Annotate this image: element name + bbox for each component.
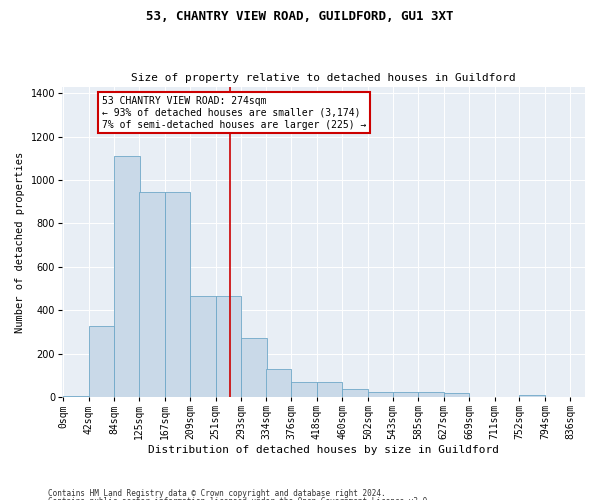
Bar xyxy=(89,326,114,397)
Bar xyxy=(190,296,215,397)
Bar xyxy=(317,382,343,397)
Bar xyxy=(139,192,164,397)
Bar xyxy=(215,296,241,397)
Bar xyxy=(292,382,317,397)
Bar xyxy=(114,156,140,397)
Bar xyxy=(64,396,89,397)
Bar xyxy=(266,369,292,397)
Bar xyxy=(443,393,469,397)
X-axis label: Distribution of detached houses by size in Guildford: Distribution of detached houses by size … xyxy=(148,445,499,455)
Bar xyxy=(343,388,368,397)
Bar xyxy=(393,392,418,397)
Y-axis label: Number of detached properties: Number of detached properties xyxy=(15,152,25,332)
Title: Size of property relative to detached houses in Guildford: Size of property relative to detached ho… xyxy=(131,73,516,83)
Text: Contains public sector information licensed under the Open Government Licence v3: Contains public sector information licen… xyxy=(48,497,432,500)
Bar xyxy=(368,392,394,397)
Bar xyxy=(520,395,545,397)
Bar xyxy=(164,192,190,397)
Text: 53, CHANTRY VIEW ROAD, GUILDFORD, GU1 3XT: 53, CHANTRY VIEW ROAD, GUILDFORD, GU1 3X… xyxy=(146,10,454,23)
Bar xyxy=(418,392,443,397)
Bar xyxy=(241,338,266,397)
Text: 53 CHANTRY VIEW ROAD: 274sqm
← 93% of detached houses are smaller (3,174)
7% of : 53 CHANTRY VIEW ROAD: 274sqm ← 93% of de… xyxy=(102,96,367,130)
Text: Contains HM Land Registry data © Crown copyright and database right 2024.: Contains HM Land Registry data © Crown c… xyxy=(48,488,386,498)
